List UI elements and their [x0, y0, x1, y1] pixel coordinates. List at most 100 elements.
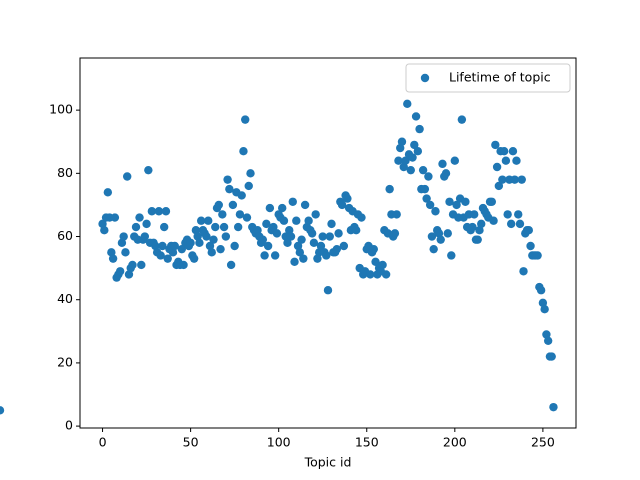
point — [186, 238, 195, 248]
point — [477, 219, 486, 229]
x-tick-label: 150 — [355, 435, 379, 450]
point — [538, 298, 548, 308]
point — [260, 251, 269, 260]
point — [228, 200, 238, 210]
point — [427, 232, 437, 241]
y-tick-label: 80 — [57, 165, 73, 180]
point — [420, 184, 430, 194]
point — [311, 210, 320, 219]
point — [323, 286, 333, 295]
point — [226, 260, 236, 270]
point — [413, 147, 423, 156]
point — [524, 226, 533, 235]
point — [441, 169, 451, 178]
y-tick-label: 60 — [57, 228, 73, 243]
point — [366, 270, 375, 279]
point — [279, 216, 289, 225]
point — [219, 222, 229, 232]
point — [286, 232, 296, 241]
point — [239, 147, 248, 156]
point — [253, 226, 262, 235]
plot-frame — [79, 57, 577, 429]
legend-marker — [420, 73, 430, 83]
point — [151, 241, 160, 251]
point — [135, 213, 144, 222]
point — [469, 210, 479, 219]
point — [154, 207, 164, 216]
point — [494, 181, 504, 191]
point — [117, 238, 127, 248]
point — [422, 194, 431, 203]
point — [107, 248, 116, 257]
point — [334, 229, 343, 238]
point — [424, 172, 433, 181]
point — [410, 140, 419, 150]
point — [218, 210, 227, 219]
point — [137, 260, 146, 270]
x-tick-label: 100 — [267, 435, 291, 450]
point — [121, 248, 130, 257]
point — [241, 115, 250, 124]
y-tick-label: 0 — [65, 418, 73, 433]
point — [144, 165, 153, 175]
point — [447, 251, 456, 260]
point — [403, 99, 412, 109]
point — [283, 238, 292, 248]
point — [292, 216, 301, 225]
point — [242, 213, 252, 222]
point — [508, 147, 518, 156]
point — [115, 267, 125, 276]
point — [445, 197, 454, 206]
point — [295, 248, 305, 257]
point — [318, 232, 327, 241]
point — [378, 260, 387, 270]
point — [327, 219, 336, 229]
point — [246, 169, 255, 178]
point — [263, 241, 273, 251]
point — [371, 257, 380, 267]
point — [161, 207, 171, 216]
x-tick-label: 200 — [443, 435, 467, 450]
legend-label: Lifetime of topic — [449, 70, 551, 85]
point — [119, 232, 128, 241]
point — [147, 207, 157, 216]
point — [390, 229, 400, 238]
point — [270, 251, 280, 260]
point — [506, 219, 516, 229]
point — [262, 219, 271, 229]
point — [103, 188, 113, 197]
point — [159, 222, 169, 232]
point — [214, 200, 223, 210]
point — [272, 229, 282, 238]
point — [540, 304, 549, 314]
point — [515, 219, 525, 229]
x-tick-label: 250 — [531, 435, 555, 450]
point — [108, 254, 118, 263]
x-tick-label: 0 — [99, 435, 107, 450]
y-tick-label: 40 — [57, 291, 73, 306]
point — [431, 207, 440, 216]
point — [0, 406, 5, 415]
point — [491, 140, 500, 150]
point — [357, 213, 366, 222]
point — [519, 267, 528, 276]
point — [98, 219, 107, 229]
point — [394, 156, 403, 165]
point — [307, 229, 317, 238]
point — [168, 248, 178, 257]
point — [512, 156, 521, 165]
point — [235, 210, 245, 219]
x-axis-label: Topic id — [304, 455, 352, 470]
point — [189, 254, 199, 263]
point — [300, 200, 310, 210]
point — [411, 112, 421, 121]
point — [489, 216, 498, 225]
point — [221, 232, 231, 241]
point — [499, 147, 509, 156]
x-tick-label: 50 — [183, 435, 199, 450]
point — [542, 330, 551, 339]
point — [461, 197, 470, 206]
point — [492, 162, 502, 172]
point — [351, 226, 361, 235]
